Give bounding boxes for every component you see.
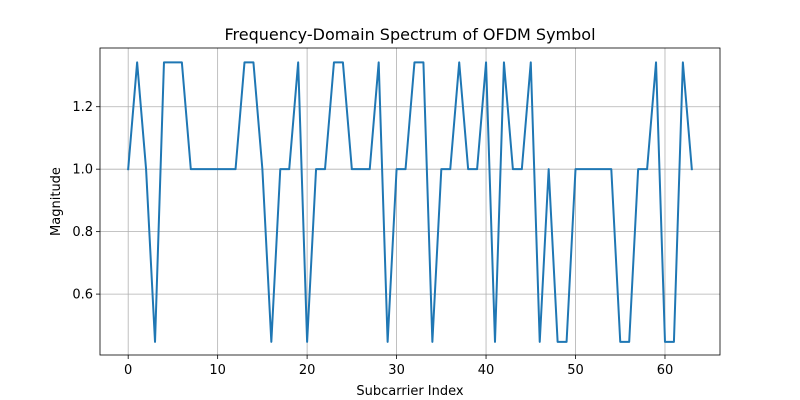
series-line xyxy=(127,61,693,343)
y-tick-label: 0.6 xyxy=(72,288,93,303)
y-tick-label: 1.0 xyxy=(72,163,93,178)
x-tick-label: 60 xyxy=(657,363,674,378)
x-axis-label: Subcarrier Index xyxy=(356,384,463,399)
plot-frame xyxy=(99,47,721,356)
y-tick-label: 1.2 xyxy=(72,100,93,115)
chart-title: Frequency-Domain Spectrum of OFDM Symbol xyxy=(224,25,595,44)
y-axis-label: Magnitude xyxy=(49,167,64,236)
x-tick-label: 20 xyxy=(299,363,316,378)
x-tick-label: 10 xyxy=(209,363,226,378)
y-tick-label: 0.8 xyxy=(72,225,93,240)
grid-layer xyxy=(100,48,720,355)
x-tick-label: 30 xyxy=(388,363,405,378)
x-tick-label: 40 xyxy=(478,363,495,378)
tick-layer: 0 10 20 30 40 50 60 0.6 0.8 1.0 1.2 xyxy=(72,100,673,378)
series-layer xyxy=(127,61,693,343)
x-tick-label: 50 xyxy=(567,363,584,378)
x-tick-label: 0 xyxy=(124,363,132,378)
